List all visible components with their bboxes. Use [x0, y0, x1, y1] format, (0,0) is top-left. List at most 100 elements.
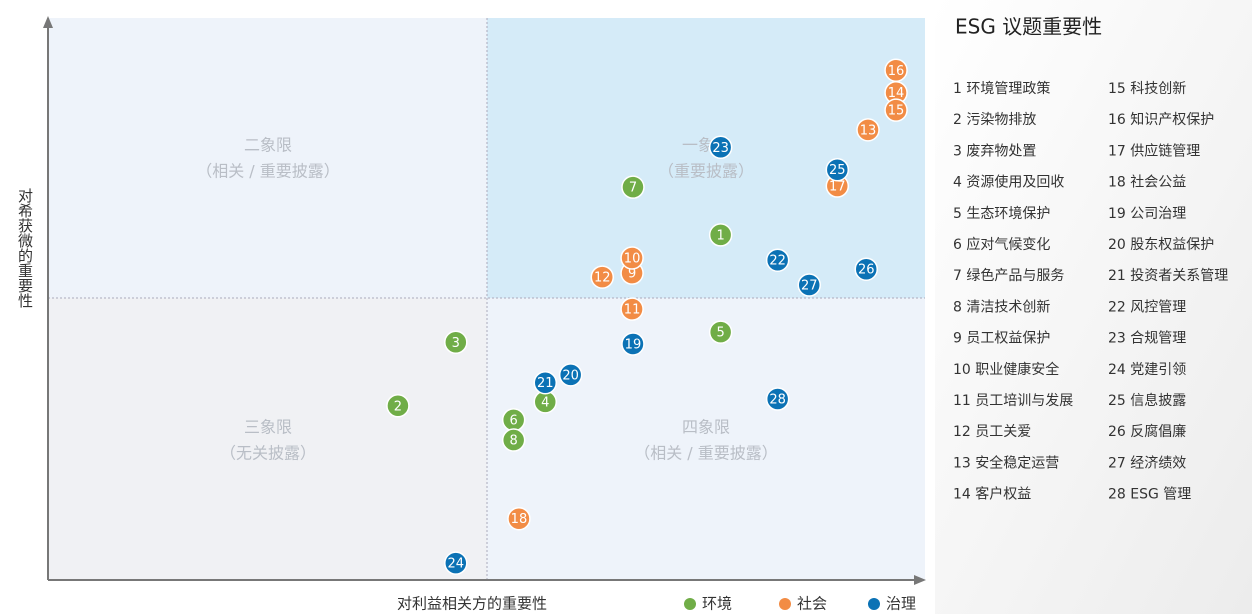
- issue-item: 11 员工培训与发展: [953, 393, 1073, 409]
- issue-item: 7 绿色产品与服务: [953, 267, 1064, 284]
- point: [708, 320, 733, 344]
- legend-label: 环境: [702, 595, 732, 613]
- quadrant: [487, 18, 925, 298]
- issue-item: 2 污染物排放: [953, 112, 1036, 128]
- issue-item: 3 废弃物处置: [953, 143, 1036, 159]
- issue-item: 22 风控管理: [1108, 299, 1186, 315]
- point: [620, 297, 644, 321]
- point: [558, 363, 583, 387]
- quadrant: [48, 298, 487, 580]
- point-label: 5: [717, 326, 725, 341]
- issue-item: 4 资源使用及回收: [953, 174, 1064, 191]
- issue-item: 16 知识产权保护: [1108, 111, 1214, 128]
- quadrant: [487, 298, 925, 580]
- issue-item: 9 员工权益保护: [953, 331, 1050, 347]
- issue-item: 12 员工关爱: [953, 424, 1031, 440]
- legend-marker: [684, 598, 696, 610]
- arrow: [914, 575, 926, 585]
- issue-item: 8 清洁技术创新: [953, 299, 1050, 315]
- point-label: 3: [452, 336, 460, 351]
- y-axis-label: 对希获微的重要性: [16, 188, 34, 308]
- issue-item: 6 应对气候变化: [953, 236, 1050, 253]
- issue-item: 25 信息披露: [1108, 392, 1186, 409]
- issue-item: 10 职业健康安全: [953, 361, 1059, 378]
- point: [620, 246, 644, 270]
- issue-item: 19 公司治理: [1108, 206, 1186, 222]
- issue-item: 24 党建引领: [1108, 362, 1186, 378]
- point-label: 19: [625, 337, 642, 352]
- point: [501, 428, 526, 452]
- point-label: 26: [858, 263, 875, 278]
- x-axis-label: 对利益相关方的重要性: [397, 595, 547, 613]
- quadrant-title: 三象限: [244, 418, 292, 437]
- quadrant-subtitle: （相关 / 重要披露）: [196, 162, 340, 181]
- legend-label: 社会: [797, 595, 827, 613]
- quadrant-title: 二象限: [244, 136, 292, 155]
- point: [590, 265, 615, 289]
- point-label: 6: [510, 413, 518, 428]
- point-label: 27: [801, 278, 818, 293]
- point: [533, 370, 558, 395]
- issue-item: 17 供应链管理: [1108, 142, 1200, 159]
- issue-item: 21 投资者关系管理: [1108, 268, 1228, 284]
- point-label: 2: [394, 399, 402, 414]
- point-label: 12: [594, 271, 611, 286]
- quadrant: [48, 18, 487, 298]
- issue-item: 1 环境管理政策: [953, 80, 1050, 97]
- point-label: 11: [624, 303, 641, 318]
- point: [797, 273, 821, 297]
- issue-item: 5 生态环境保护: [953, 206, 1050, 222]
- point-label: 8: [510, 434, 518, 449]
- point-label: 14: [888, 86, 905, 101]
- legend-marker: [868, 598, 880, 610]
- issue-item: 13 安全稳定运营: [953, 454, 1059, 471]
- issue-item: 23 合规管理: [1108, 331, 1186, 347]
- point: [708, 135, 733, 160]
- point-label: 25: [829, 163, 846, 178]
- point: [765, 248, 790, 272]
- point: [708, 223, 733, 247]
- point-label: 20: [562, 368, 579, 383]
- point-label: 28: [769, 393, 786, 408]
- arrow: [43, 16, 53, 28]
- point: [884, 58, 908, 83]
- issue-item: 18 社会公益: [1108, 175, 1186, 191]
- point: [444, 330, 468, 355]
- point: [765, 387, 790, 411]
- point: [621, 332, 645, 356]
- point-label: 18: [511, 512, 528, 527]
- issue-item: 27 经济绩效: [1108, 455, 1186, 471]
- issue-item: 15 科技创新: [1108, 81, 1186, 97]
- quadrant-subtitle: （无关披露）: [220, 444, 316, 463]
- quadrant-title: 四象限: [682, 418, 730, 437]
- point-label: 17: [829, 180, 846, 195]
- point-label: 15: [888, 104, 905, 119]
- point-label: 9: [628, 267, 636, 282]
- point-label: 16: [888, 64, 905, 79]
- point: [621, 175, 645, 199]
- issue-item: 26 反腐倡廉: [1108, 423, 1186, 440]
- point-label: 24: [448, 557, 465, 572]
- side-panel: [935, 0, 1252, 614]
- point-label: 1: [717, 228, 725, 243]
- issue-item: 20 股东权益保护: [1108, 237, 1214, 253]
- point: [854, 257, 878, 281]
- point-label: 21: [537, 376, 554, 391]
- point: [444, 551, 468, 575]
- point: [856, 118, 880, 142]
- point-label: 7: [629, 181, 637, 196]
- point-label: 22: [769, 254, 786, 269]
- point: [825, 157, 850, 182]
- point: [386, 394, 410, 418]
- issue-item: 14 客户权益: [953, 486, 1031, 503]
- point-label: 10: [624, 251, 641, 266]
- point-label: 4: [541, 395, 549, 410]
- legend-marker: [779, 598, 791, 610]
- point: [884, 98, 908, 122]
- point-label: 23: [712, 141, 729, 156]
- quadrant-subtitle: （重要披露）: [658, 162, 754, 181]
- issue-item: 28 ESG 管理: [1108, 487, 1191, 503]
- legend-label: 治理: [886, 595, 916, 613]
- point: [507, 506, 531, 531]
